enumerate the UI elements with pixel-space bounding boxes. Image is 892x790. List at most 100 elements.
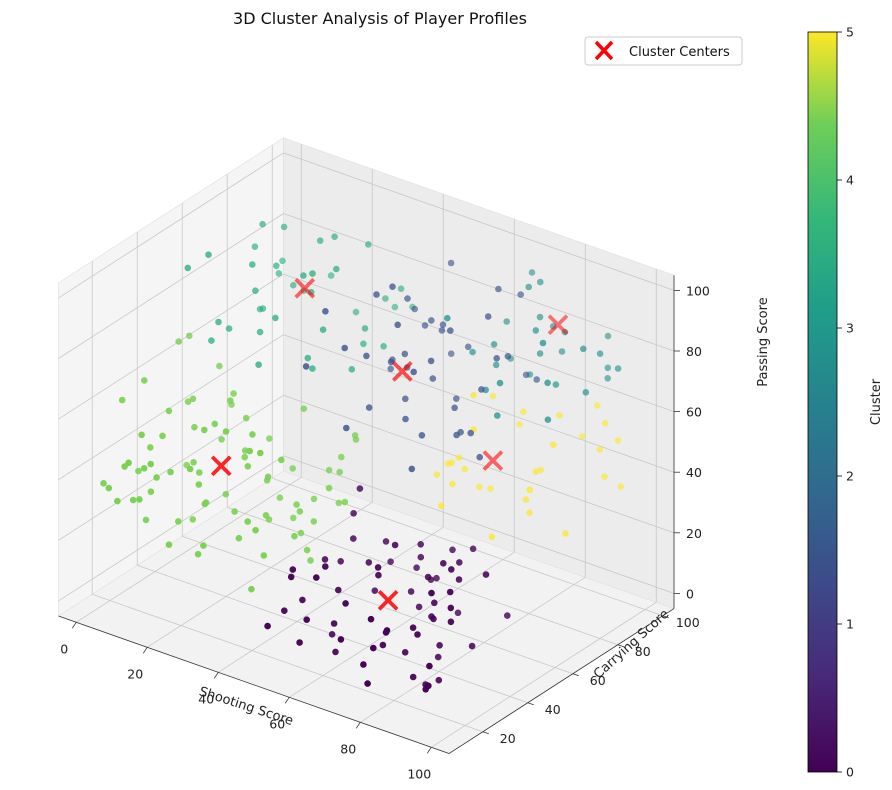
data-point [370,644,377,652]
data-point [147,460,154,468]
cluster-center-stroke [377,589,399,611]
data-point [425,682,432,690]
x-tick-label: 60 [269,716,285,731]
y-tick-mark [572,673,579,677]
y-tick-label: 40 [545,702,561,717]
data-point [533,376,540,383]
colorbar-ticks: 0 1 2 3 4 5 [837,25,854,780]
z-gridline-left [58,455,284,602]
x-tick-label: 100 [407,766,431,781]
data-point [604,375,611,382]
colorbar-title: Cluster [869,378,884,425]
cluster-center-stroke [210,455,232,477]
cluster-center-stroke [547,314,569,336]
data-point [558,348,566,355]
data-point [374,564,382,571]
data-point [195,481,203,488]
data-point [280,223,288,231]
x-tick-mark [284,697,290,704]
data-point [447,350,455,358]
data-point [394,321,402,329]
x-axis-line [58,615,450,754]
pane-group [57,137,675,754]
grid-group [58,144,675,748]
data-point [482,571,490,578]
data-point [244,463,252,470]
x-tick-label: 80 [340,741,356,756]
z-gridline-back [283,152,675,291]
data-point [478,386,485,393]
data-point [552,381,560,388]
data-point [439,321,447,329]
tick-group: 0 20 40 60 80 100 20 40 60 80 100 0 20 40 60 80 100 [60,283,710,781]
data-point [488,533,496,541]
data-point [167,468,174,476]
data-point [447,327,454,334]
data-point [244,518,251,525]
cluster-center-marker [210,455,232,477]
data-point [402,395,409,403]
data-point [175,338,182,345]
data-point [249,431,256,438]
data-point [536,313,544,321]
data-point [255,361,262,369]
x-gridline-floor [76,476,302,623]
data-point [449,546,456,554]
chart-title: 3D Cluster Analysis of Player Profiles [233,9,527,28]
data-point [594,402,601,409]
data-point [141,377,148,384]
data-point [428,317,435,324]
data-point [307,557,314,564]
z-gridline-back [283,455,675,594]
data-point [438,327,446,334]
data-point [275,270,283,277]
data-point [153,474,160,481]
data-point [319,326,327,334]
data-point [189,395,197,403]
data-point [165,407,173,415]
data-point [580,345,587,353]
data-point [350,535,357,542]
cluster-center-stroke [392,361,413,382]
data-point [216,362,223,370]
data-point [604,332,612,340]
data-point [147,444,154,451]
data-point [336,468,344,476]
x-tick-label: 0 [60,641,68,656]
data-point [544,416,552,424]
data-point [596,350,604,358]
data-point [196,469,203,476]
data-point [475,483,483,491]
data-point [208,337,215,344]
data-point [430,615,437,623]
data-point [469,545,477,553]
y-gridline-floor [227,506,618,646]
data-point [449,480,456,488]
data-point [142,516,150,524]
data-point [476,453,484,461]
colorbar-tick-label: 2 [846,469,854,484]
data-point [186,465,194,473]
data-point [256,305,264,313]
data-point [266,435,273,442]
data-point [175,518,182,525]
data-point [617,483,624,490]
data-point [556,412,563,419]
data-point [367,615,375,623]
data-point [262,512,270,519]
data-point [337,636,345,643]
x-tick-mark [71,622,77,629]
data-point [191,423,198,431]
data-point [579,433,586,440]
y-tick-mark [617,644,624,648]
data-point [241,453,248,461]
data-point [435,676,443,684]
data-point [387,558,394,565]
data-point [325,466,333,474]
colorbar-tick-label: 4 [846,173,854,188]
x-gridline-floor [289,551,515,698]
y-tick-mark [482,731,489,735]
colorbar-tick-label: 1 [846,617,854,632]
data-point [310,518,318,525]
